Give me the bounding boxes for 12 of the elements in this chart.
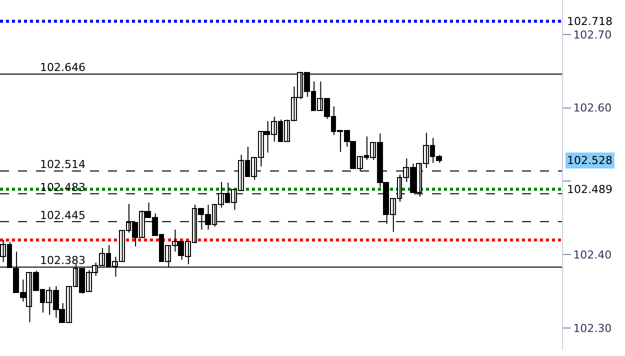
ref-line-label: 102.646 — [40, 61, 86, 74]
y-tick-label: 102.60 — [573, 102, 612, 115]
ref-line-label: 102.489 — [567, 183, 612, 196]
ref-line-label: 102.514 — [40, 158, 86, 171]
text: 102.528 — [567, 154, 612, 167]
ref-line-label: 102.718 — [567, 15, 612, 28]
ref-line-label: 102.383 — [40, 254, 86, 267]
y-tick-label: 102.40 — [573, 248, 612, 262]
y-tick-label: 102.30 — [573, 322, 612, 335]
ref-line-label: 102.483 — [40, 181, 86, 194]
ref-line-label: 102.445 — [40, 209, 86, 222]
y-tick-label: 102.70 — [573, 28, 612, 42]
